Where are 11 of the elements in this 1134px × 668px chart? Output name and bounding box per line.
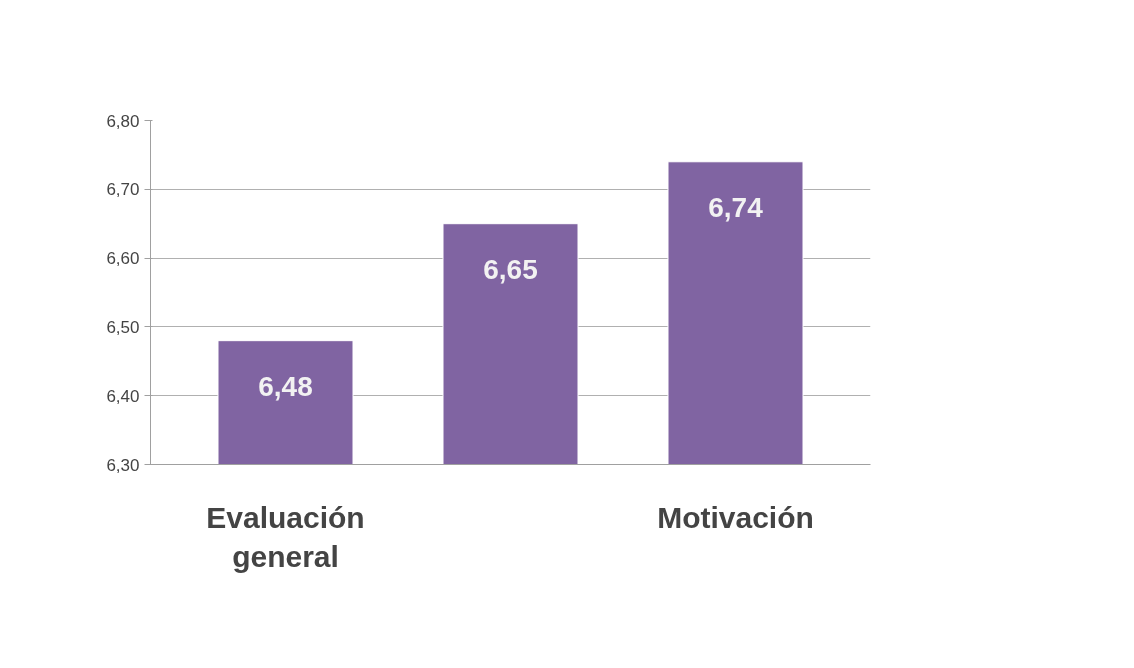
- data-label: 6,48: [258, 370, 313, 402]
- y-tick-label: 6,60: [106, 249, 140, 269]
- y-tick-label: 6,80: [106, 111, 140, 131]
- data-label: 6,65: [483, 253, 538, 285]
- x-tick-label: Motivación: [657, 500, 814, 534]
- y-tick-label: 6,70: [106, 180, 140, 200]
- y-tick-label: 6,50: [106, 317, 140, 337]
- data-label: 6,74: [708, 191, 764, 223]
- y-tick-label: 6,40: [106, 386, 140, 406]
- x-tick-label: Evaluación general: [206, 500, 365, 574]
- y-tick-label: 6,30: [106, 455, 140, 475]
